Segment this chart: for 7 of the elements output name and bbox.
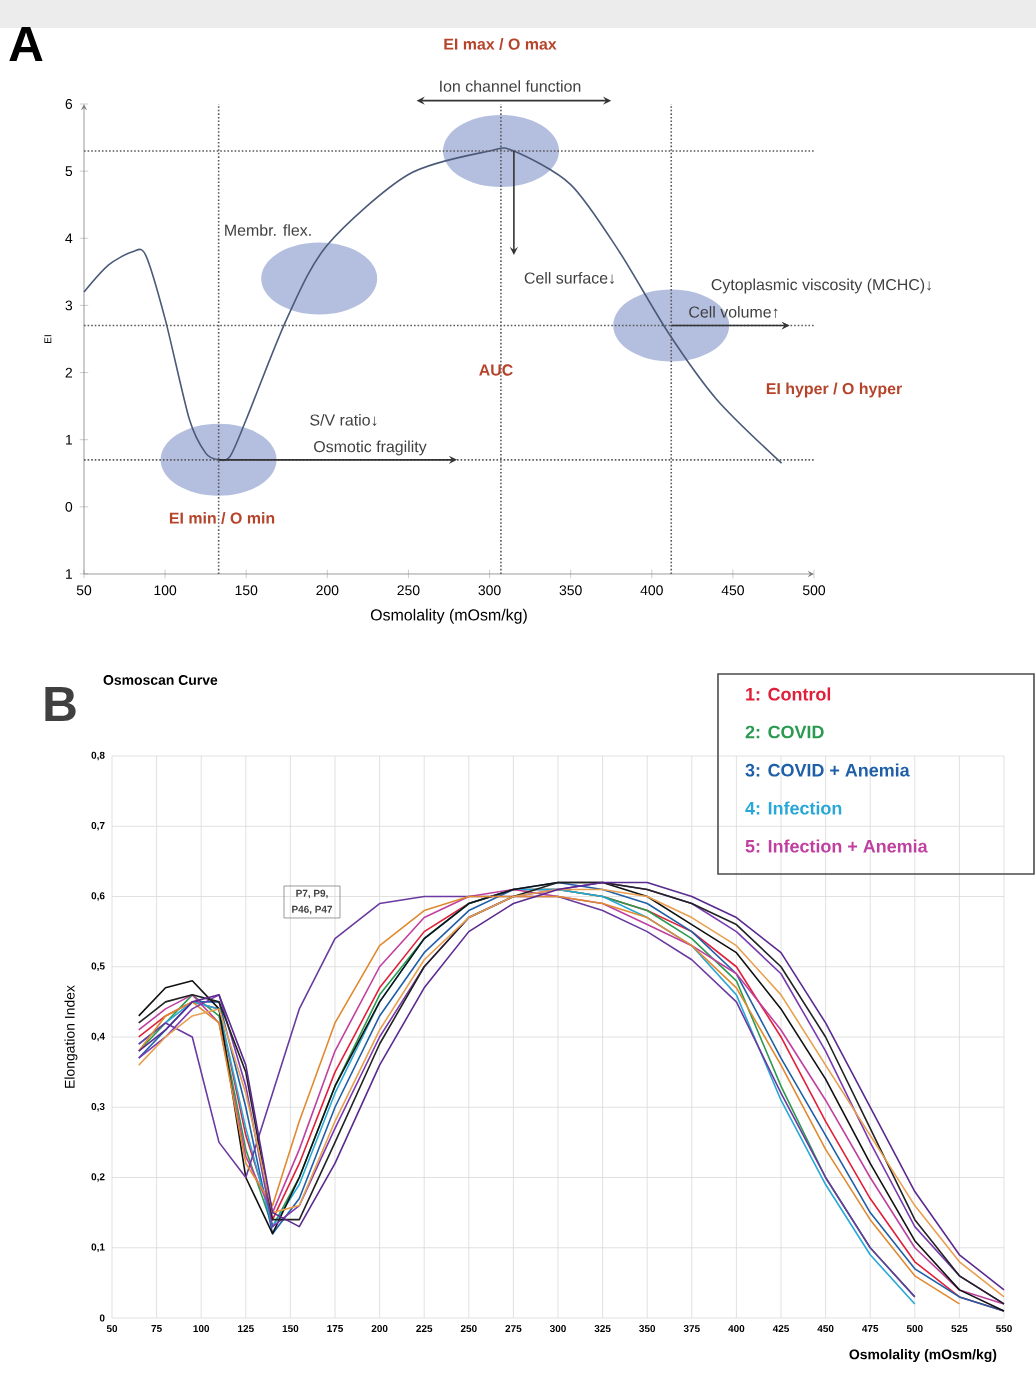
text: 5: Infection + Anemia [745,839,928,853]
text: 2: COVID [745,725,824,739]
text: 1: Control [746,687,831,701]
text: 4: Infection [745,801,842,815]
text: B [45,686,76,722]
text: A [9,26,43,62]
text: 3: COVID + Anemia [745,763,910,777]
